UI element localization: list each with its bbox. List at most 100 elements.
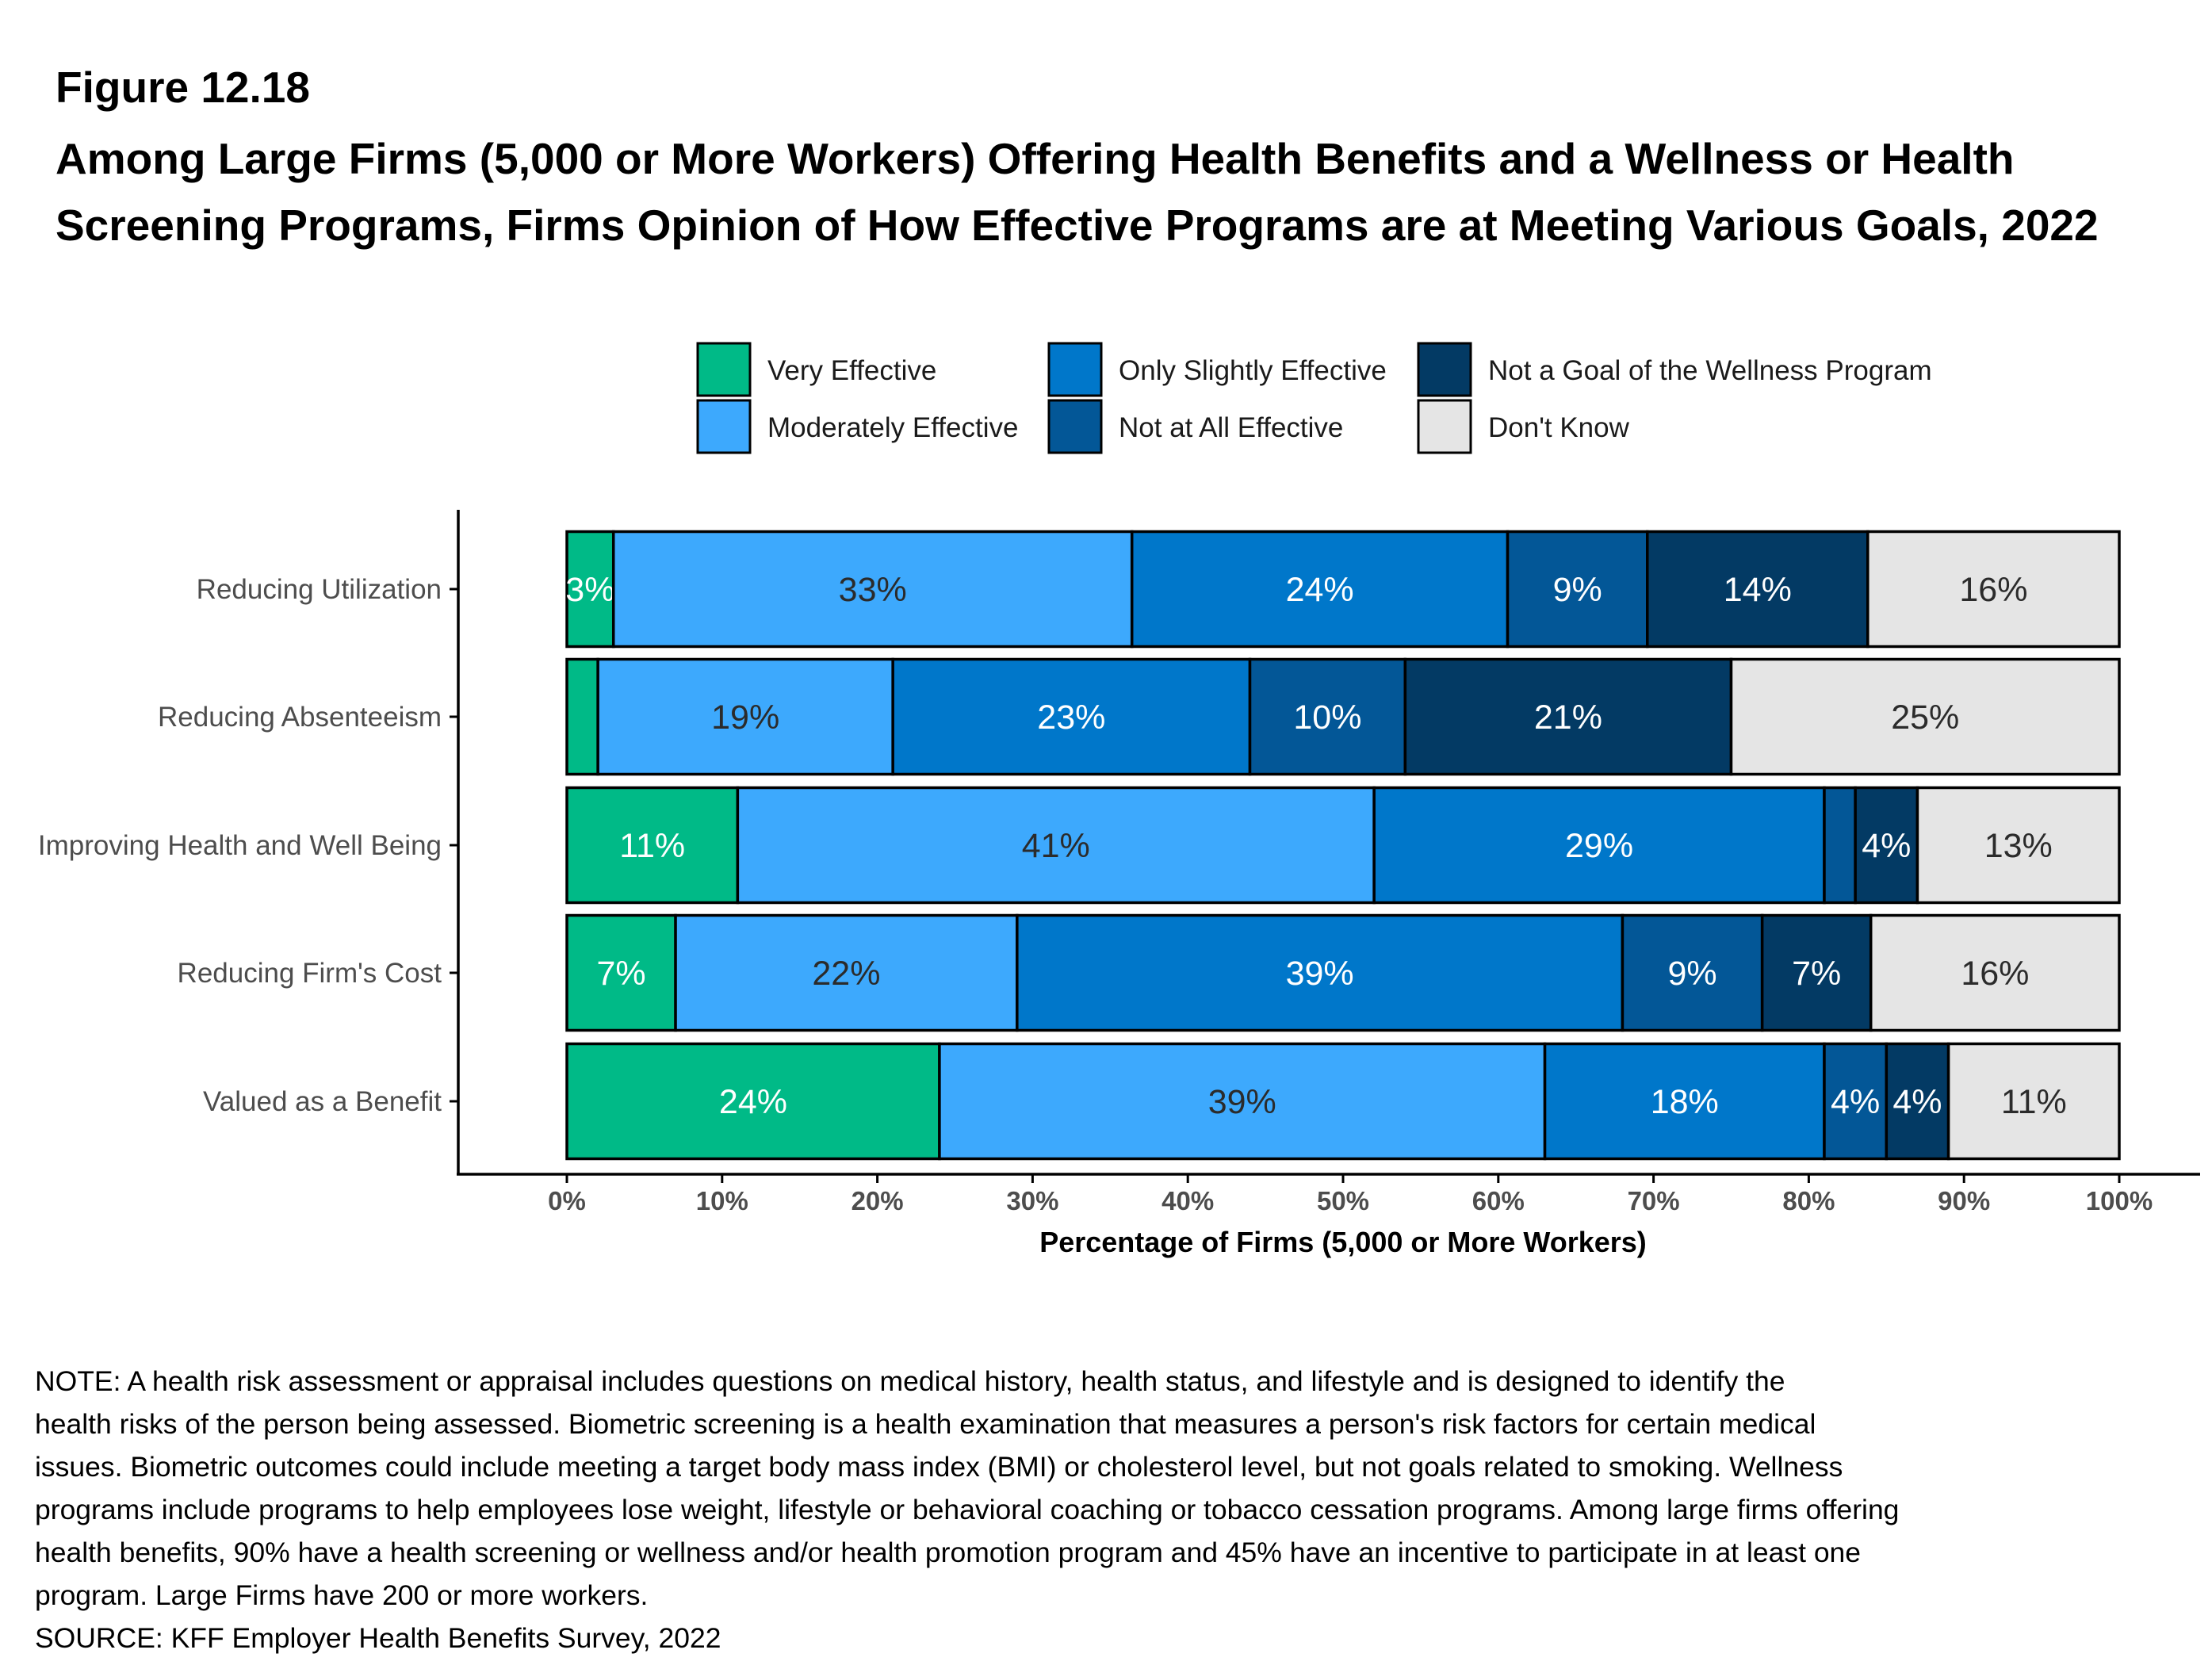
chart-notes: NOTE: A health risk assessment or apprai… (35, 1360, 2176, 1659)
data-label: 4% (1831, 1083, 1880, 1121)
data-label: 16% (1959, 571, 2027, 609)
legend-label-moderately-effective: Moderately Effective (767, 412, 1018, 443)
bar-segment-moderately-effective (736, 786, 1376, 905)
legend: Very Effective Moderately Effective Only S… (696, 342, 1932, 454)
note-line: health benefits, 90% have a health scree… (35, 1537, 1862, 1568)
data-label: 29% (1565, 827, 1633, 865)
note-line: issues. Biometric outcomes could include… (35, 1451, 1843, 1483)
x-tick-label: 30% (1006, 1186, 1058, 1215)
data-label: 39% (1208, 1083, 1276, 1121)
data-label: 16% (1961, 955, 2029, 993)
bar-segment-not-at-all-effective (1248, 657, 1407, 776)
bar-segment-don-t-know (1729, 657, 2121, 776)
x-tick-label: 50% (1317, 1186, 1369, 1215)
data-label: 24% (1286, 571, 1354, 609)
bar-segment-moderately-effective (611, 530, 1134, 649)
data-label: 22% (812, 955, 880, 993)
note-line: health risks of the person being assesse… (35, 1408, 1816, 1440)
note-line: programs include programs to help employ… (35, 1494, 1900, 1525)
bar-segment-only-slightly-effective (1372, 786, 1826, 905)
bar-segment-only-slightly-effective (1543, 1042, 1826, 1161)
x-tick-label: 20% (852, 1186, 904, 1215)
legend-swatch-only-slightly-effective (1047, 342, 1103, 397)
data-label: 33% (839, 571, 907, 609)
data-label: 24% (719, 1083, 787, 1121)
legend-swatch-very-effective (696, 342, 752, 397)
x-tick-label: 10% (696, 1186, 748, 1215)
bar-segment-only-slightly-effective (891, 657, 1252, 776)
bar-segment-not-a-goal-of-the-wellness-program (1760, 913, 1873, 1032)
data-label: 39% (1286, 955, 1354, 993)
data-label: 23% (1037, 699, 1105, 737)
bar-segment-not-at-all-effective (1823, 1042, 1889, 1161)
legend-label-only-slightly-effective: Only Slightly Effective (1119, 355, 1387, 386)
data-label: 9% (1667, 955, 1716, 993)
bar-segment-only-slightly-effective (1016, 913, 1625, 1032)
data-label: 9% (1553, 571, 1602, 609)
x-tick-label: 40% (1161, 1186, 1214, 1215)
note-line: NOTE: A health risk assessment or apprai… (35, 1365, 1785, 1397)
bar-segment-not-a-goal-of-the-wellness-program (1403, 657, 1733, 776)
data-label: 7% (1792, 955, 1841, 993)
legend-swatch-not-a-goal-of-the-wellness-program (1417, 342, 1472, 397)
x-tick-label: 80% (1782, 1186, 1835, 1215)
y-tick-label: Valued as a Benefit (203, 1086, 442, 1117)
y-tick-label: Reducing Absenteeism (158, 702, 442, 733)
data-label: 19% (711, 699, 779, 737)
bar-row-reducing-firm-s-cost: 7% 22% 39% 9% 7% 16% (565, 913, 2121, 1032)
legend-label-don-t-know: Don't Know (1488, 412, 1630, 443)
bar-segment-don-t-know (1866, 530, 2121, 649)
bars-area: 3% 33% 24% 9% 14% 16% 19% 23% 10% 21% 25% 11% 41% 29%… (565, 530, 2121, 1161)
x-tick-label: 70% (1628, 1186, 1680, 1215)
bar-segment-don-t-know (1869, 913, 2121, 1032)
bar-segment-not-a-goal-of-the-wellness-program (1885, 1042, 1950, 1161)
bar-segment-not-at-all-effective (1823, 786, 1857, 905)
y-tick-label: Improving Health and Well Being (38, 830, 442, 861)
bar-segment-don-t-know (1946, 1042, 2121, 1161)
legend-label-not-a-goal-of-the-wellness-program: Not a Goal of the Wellness Program (1488, 355, 1932, 386)
x-tick-label: 60% (1472, 1186, 1525, 1215)
data-label: 13% (1984, 827, 2053, 865)
y-tick-label: Reducing Utilization (197, 574, 442, 605)
legend-swatch-moderately-effective (696, 399, 752, 454)
bar-segment-only-slightly-effective (1130, 530, 1510, 649)
data-label: 4% (1892, 1083, 1942, 1121)
x-tick-label: 90% (1938, 1186, 1990, 1215)
data-label: 25% (1891, 699, 1959, 737)
y-tick-label: Reducing Firm's Cost (178, 958, 442, 989)
axes: Reducing Utilization Reducing Absenteeism… (38, 510, 2200, 1258)
x-tick-label: 100% (2086, 1186, 2153, 1215)
bar-row-valued-as-a-benefit: 24% 39% 18% 4% 4% 11% (565, 1042, 2121, 1161)
stacked-bar-chart: Very Effective Moderately Effective Only S… (38, 342, 2200, 1258)
bar-segment-moderately-effective (674, 913, 1019, 1032)
data-label: 10% (1293, 699, 1361, 737)
data-label: 3% (565, 571, 614, 609)
chart-title: Among Large Firms (5,000 or More Workers… (55, 134, 2099, 250)
data-label: 11% (619, 827, 685, 865)
legend-swatch-not-at-all-effective (1047, 399, 1103, 454)
bar-segment-not-a-goal-of-the-wellness-program (1854, 786, 1919, 905)
data-label: 41% (1022, 827, 1090, 865)
bar-segment-not-a-goal-of-the-wellness-program (1646, 530, 1869, 649)
bar-segment-very-effective (565, 913, 677, 1032)
source-line: SOURCE: KFF Employer Health Benefits Sur… (35, 1622, 721, 1654)
data-label: 7% (596, 955, 645, 993)
bar-segment-moderately-effective (596, 657, 894, 776)
data-label: 18% (1651, 1083, 1719, 1121)
bar-segment-not-at-all-effective (1506, 530, 1649, 649)
x-axis-title: Percentage of Firms (5,000 or More Worke… (1039, 1226, 1647, 1258)
bar-segment-very-effective (565, 657, 599, 776)
bar-row-improving-health-and-well-being: 11% 41% 29% 4% 13% (565, 786, 2121, 905)
data-label: 14% (1724, 571, 1792, 609)
data-label: 4% (1862, 827, 1911, 865)
data-label: 11% (2001, 1083, 2067, 1121)
figure-label: Figure 12.18 (55, 63, 310, 112)
bar-segment-moderately-effective (938, 1042, 1547, 1161)
data-label: 21% (1534, 699, 1602, 737)
bar-segment-very-effective (565, 1042, 941, 1161)
legend-label-very-effective: Very Effective (767, 355, 936, 386)
x-tick-label: 0% (548, 1186, 586, 1215)
bar-segment-don-t-know (1915, 786, 2121, 905)
legend-swatch-don-t-know (1417, 399, 1472, 454)
legend-label-not-at-all-effective: Not at All Effective (1119, 412, 1343, 443)
